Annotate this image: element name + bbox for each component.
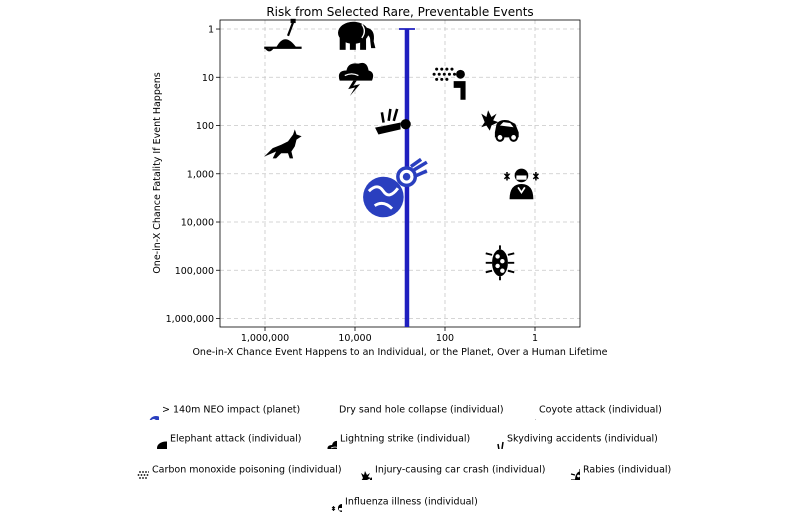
rabies-icon xyxy=(570,468,580,480)
legend-label: Lightning strike (individual) xyxy=(340,433,471,445)
earth-asteroid-icon xyxy=(148,409,159,420)
legend-item-elephant: Elephant attack (individual) xyxy=(143,429,302,449)
skydiver-icon xyxy=(493,441,504,449)
legend-label: Injury-causing car crash (individual) xyxy=(375,464,546,476)
legend-item-skydiving: Skydiving accidents (individual) xyxy=(480,429,658,449)
axis-ticks: 1,000,000 10,000 100 1 1 10 100 1,000 10,000 100,… xyxy=(166,25,538,344)
legend-label: Elephant attack (individual) xyxy=(170,433,302,445)
legend-item-co: Carbon monoxide poisoning (individual) xyxy=(125,460,342,480)
legend-label: Carbon monoxide poisoning (individual) xyxy=(152,464,342,476)
co-poisoning-icon xyxy=(432,67,466,100)
x-tick-label: 1 xyxy=(532,333,538,344)
legend: > 140m NEO impact (planet) Dry sand hole… xyxy=(0,390,800,525)
data-marks xyxy=(263,17,540,282)
y-tick-label: 1 xyxy=(208,25,214,36)
x-tick-label: 1,000,000 xyxy=(241,333,289,344)
coyote-icon xyxy=(525,411,536,420)
x-axis-label: One-in-X Chance Event Happens to an Indi… xyxy=(192,347,607,358)
sand-hole-icon xyxy=(263,17,303,52)
elephant-icon xyxy=(156,441,167,449)
legend-item-sand-hole: Dry sand hole collapse (individual) xyxy=(312,400,504,420)
legend-item-rabies: Rabies (individual) xyxy=(556,460,671,480)
rabies-icon xyxy=(484,244,516,282)
influenza-icon xyxy=(331,503,342,512)
y-tick-label: 1,000,000 xyxy=(166,314,214,325)
elephant-icon xyxy=(337,21,377,51)
lightning-icon xyxy=(327,440,337,449)
y-tick-label: 1,000 xyxy=(187,169,214,180)
legend-label: Influenza illness (individual) xyxy=(345,496,478,508)
legend-item-influenza: Influenza illness (individual) xyxy=(318,492,478,512)
legend-label: Rabies (individual) xyxy=(583,464,672,476)
legend-item-coyote: Coyote attack (individual) xyxy=(512,400,662,420)
legend-label: Dry sand hole collapse (individual) xyxy=(339,404,504,416)
legend-item-lightning: Lightning strike (individual) xyxy=(313,429,470,449)
car-crash-icon xyxy=(480,109,520,142)
x-tick-label: 100 xyxy=(436,333,454,344)
chart-title: Risk from Selected Rare, Preventable Eve… xyxy=(266,5,533,19)
legend-label: Coyote attack (individual) xyxy=(539,404,662,416)
legend-label: Skydiving accidents (individual) xyxy=(507,433,658,445)
lightning-icon xyxy=(338,62,374,97)
influenza-icon xyxy=(503,167,540,201)
y-tick-label: 100,000 xyxy=(175,266,214,277)
legend-label: > 140m NEO impact (planet) xyxy=(162,404,301,416)
legend-item-car-crash: Injury-causing car crash (individual) xyxy=(348,460,545,480)
y-tick-label: 10,000 xyxy=(181,218,214,229)
coyote-icon xyxy=(264,129,302,159)
risk-chart: Risk from Selected Rare, Preventable Eve… xyxy=(152,5,608,358)
earth-asteroid-icon xyxy=(361,157,429,220)
car-crash-icon xyxy=(360,470,372,480)
sand-hole-icon xyxy=(324,408,336,420)
grid-lines xyxy=(220,20,580,327)
legend-item-neo: > 140m NEO impact (planet) xyxy=(135,400,300,420)
x-tick-label: 10,000 xyxy=(338,333,371,344)
y-tick-label: 100 xyxy=(196,121,214,132)
co-poisoning-icon xyxy=(137,471,149,480)
y-axis-label: One-in-X Chance Fatality If Event Happen… xyxy=(152,72,163,273)
y-tick-label: 10 xyxy=(202,73,214,84)
